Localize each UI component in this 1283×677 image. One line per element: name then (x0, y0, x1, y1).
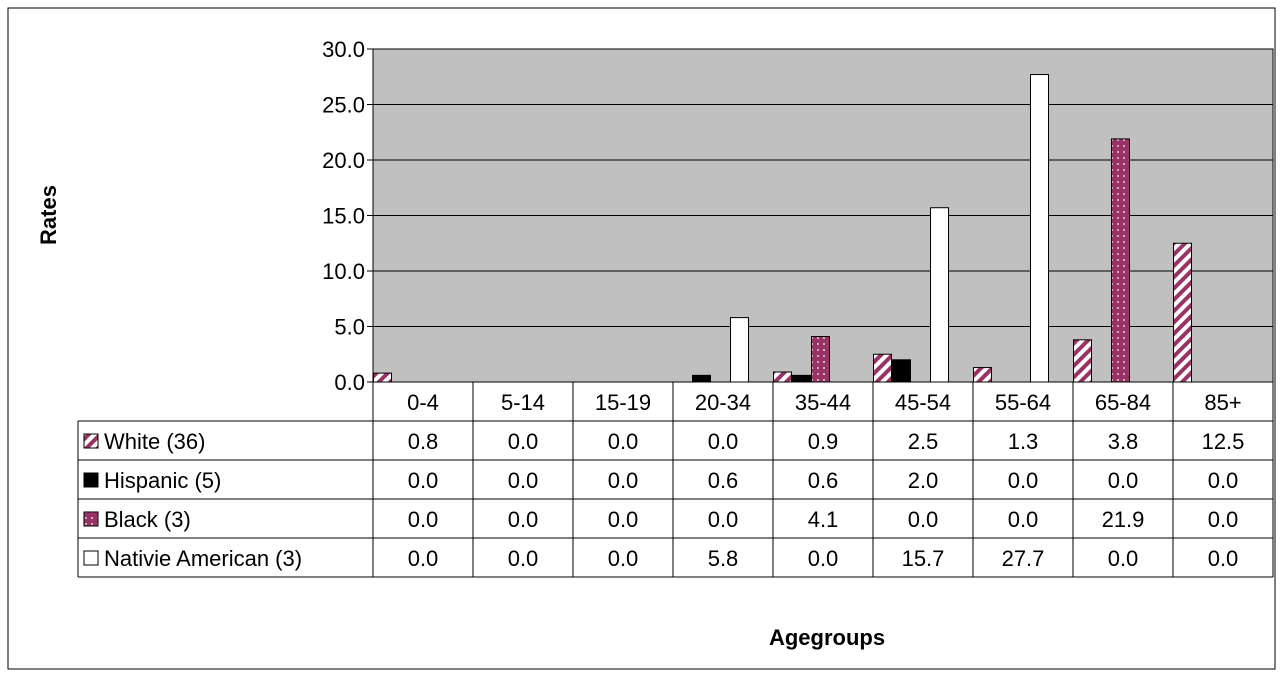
data-label: 0.0 (1208, 546, 1239, 571)
data-label: 0.0 (908, 507, 939, 532)
data-label: 0.0 (708, 507, 739, 532)
bars (373, 74, 1192, 383)
legend-swatch (83, 472, 99, 488)
bar (1073, 339, 1092, 383)
bar (792, 374, 811, 383)
data-label: 0.6 (808, 468, 839, 493)
y-tick-label: 30.0 (322, 37, 365, 62)
bar (973, 367, 992, 383)
x-axis-title: Agegroups (769, 625, 885, 650)
bar (930, 207, 949, 383)
x-tick-label: 5-14 (501, 390, 545, 415)
data-label: 0.0 (608, 507, 639, 532)
legend-label: Nativie American (3) (104, 546, 302, 571)
data-label: 3.8 (1108, 429, 1139, 454)
x-tick-label: 45-54 (895, 390, 951, 415)
data-label: 4.1 (808, 507, 839, 532)
data-label: 0.0 (408, 546, 439, 571)
legend-label: White (36) (104, 429, 205, 454)
data-label: 0.0 (408, 468, 439, 493)
x-tick-label: 55-64 (995, 390, 1051, 415)
bar (1111, 138, 1130, 383)
y-tick-label: 25.0 (322, 93, 365, 118)
bar (811, 335, 830, 383)
data-label: 0.0 (508, 546, 539, 571)
legend-label: Hispanic (5) (104, 468, 221, 493)
bar (1030, 74, 1049, 383)
data-label: 0.0 (608, 429, 639, 454)
data-label: 2.5 (908, 429, 939, 454)
data-label: 0.9 (808, 429, 839, 454)
legend-swatch (83, 433, 99, 449)
x-tick-label: 0-4 (407, 390, 439, 415)
bar (892, 359, 911, 383)
data-label: 0.0 (408, 507, 439, 532)
data-label: 2.0 (908, 468, 939, 493)
data-label: 0.0 (1208, 507, 1239, 532)
data-label: 0.0 (508, 468, 539, 493)
x-tick-label: 35-44 (795, 390, 851, 415)
x-tick-label: 85+ (1204, 390, 1241, 415)
data-label: 0.0 (1008, 507, 1039, 532)
data-label: 0.6 (708, 468, 739, 493)
data-label: 5.8 (708, 546, 739, 571)
bar (873, 353, 892, 383)
x-tick-label: 65-84 (1095, 390, 1151, 415)
data-label: 21.9 (1102, 507, 1145, 532)
data-label: 0.8 (408, 429, 439, 454)
data-label: 15.7 (902, 546, 945, 571)
data-label: 27.7 (1002, 546, 1045, 571)
y-tick-label: 10.0 (322, 259, 365, 284)
data-label: 0.0 (508, 429, 539, 454)
bar (692, 374, 711, 383)
bar (773, 371, 792, 383)
data-label: 0.0 (708, 429, 739, 454)
legend-label: Black (3) (104, 507, 191, 532)
bar (730, 317, 749, 383)
data-label: 1.3 (1008, 429, 1039, 454)
data-label: 0.0 (1208, 468, 1239, 493)
y-axis-title: Rates (36, 185, 61, 245)
legend-swatch (83, 550, 99, 566)
data-label: 0.0 (1008, 468, 1039, 493)
data-label: 0.0 (508, 507, 539, 532)
data-label: 0.0 (1108, 468, 1139, 493)
data-label: 0.0 (608, 468, 639, 493)
y-tick-label: 15.0 (322, 204, 365, 229)
y-tick-label: 20.0 (322, 148, 365, 173)
data-label: 0.0 (1108, 546, 1139, 571)
legend-swatch (83, 511, 99, 527)
data-table: 0-4 5-14 15-19 20-34 35-44 45-54 55-64 65-84 85+… (77, 381, 1274, 578)
data-label: 0.0 (608, 546, 639, 571)
data-label: 0.0 (808, 546, 839, 571)
y-tick-label: 5.0 (334, 315, 365, 340)
y-axis-ticks: 0.0 5.0 10.0 15.0 20.0 25.0 30.0 (322, 37, 374, 395)
x-tick-label: 20-34 (695, 390, 751, 415)
data-label: 12.5 (1202, 429, 1245, 454)
y-tick-label: 0.0 (334, 370, 365, 395)
bar (1173, 242, 1192, 383)
x-tick-label: 15-19 (595, 390, 651, 415)
bar (373, 372, 392, 383)
